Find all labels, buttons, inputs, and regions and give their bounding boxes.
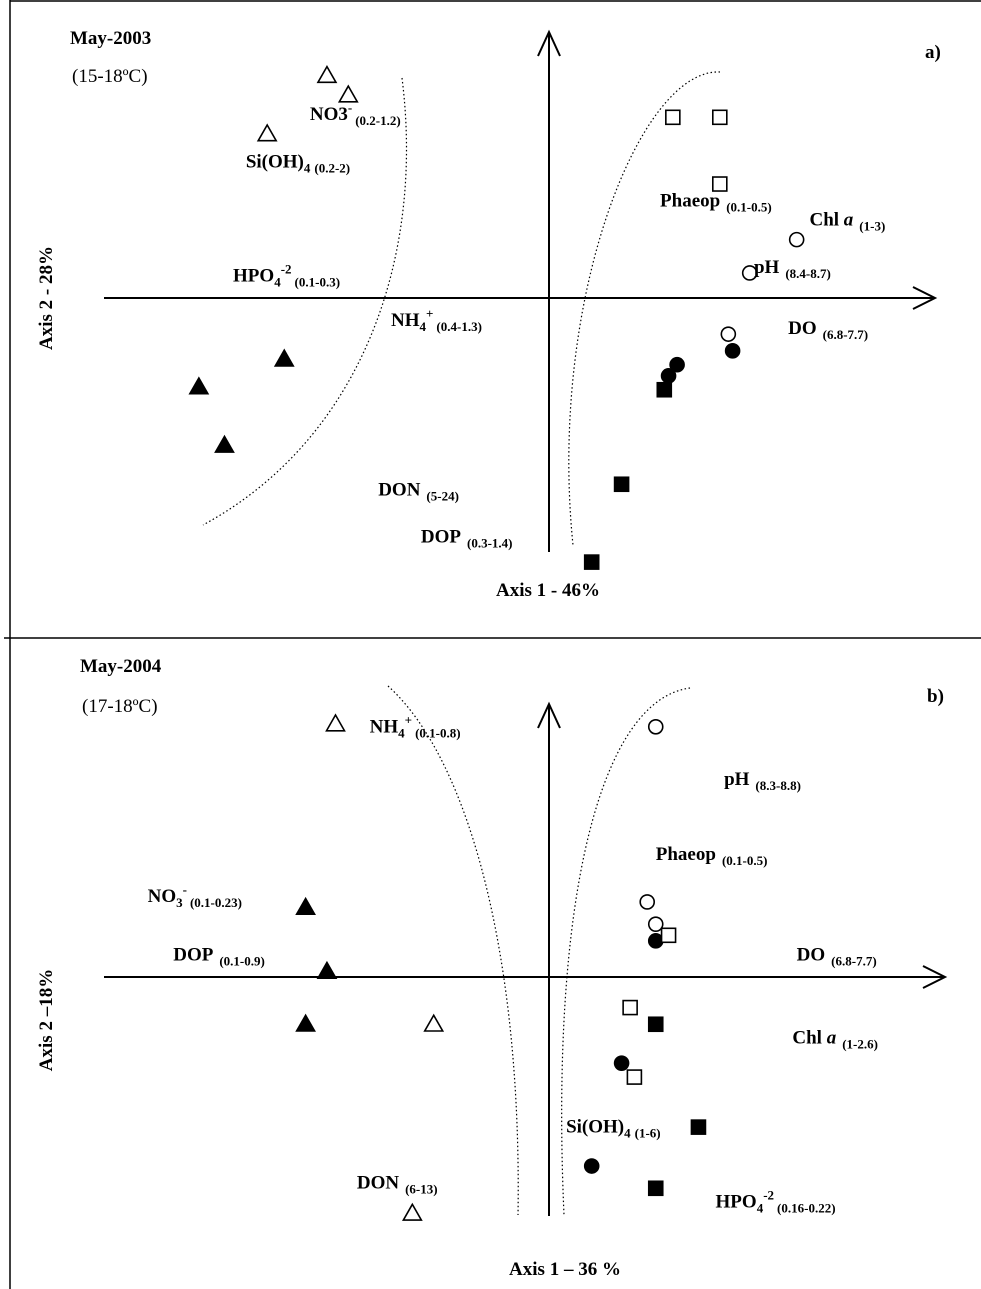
circle-filled-marker-16 <box>669 356 685 373</box>
circle-filled-marker-17 <box>660 368 677 384</box>
circle-open-marker-8 <box>639 894 656 910</box>
square-filled-marker-10 <box>656 381 673 398</box>
square-filled-marker-11 <box>613 476 630 493</box>
variable-label-2: NO3-(0.1-0.23) <box>148 882 242 910</box>
variable-label-8: Chl a (1-2.6) <box>792 1028 878 1052</box>
square-open-marker-8 <box>711 109 728 126</box>
square-filled-marker-12 <box>583 554 600 570</box>
circle-open-marker-13 <box>788 231 805 248</box>
group-boundary-curve-1 <box>202 77 408 526</box>
circle-filled-marker-10 <box>647 933 664 949</box>
variable-label-8: Chl a (1-3) <box>809 210 885 234</box>
circle-open-marker-7 <box>647 718 664 735</box>
x-axis-arrowhead <box>922 965 948 989</box>
panel-subtitle: (17-18ºC) <box>82 696 158 717</box>
panel-b: May-2004 (17-18ºC) b) Axis 1 – 36 % Axis 2 –… <box>36 656 948 1280</box>
group-boundary-curve-2 <box>561 687 691 1216</box>
variable-label-4: NH4+(0.4-1.3) <box>391 306 482 334</box>
variable-label-9: Si(OH)4 (1-6) <box>566 1117 661 1141</box>
square-open-marker-14 <box>622 999 638 1016</box>
variable-label-5: DON (5-24) <box>378 479 459 503</box>
panel-title: May-2004 <box>80 656 162 677</box>
variable-label-6: Phaeop (0.1-0.5) <box>656 844 768 868</box>
group-boundary-curve-1 <box>387 685 519 1216</box>
variable-label-10: DO (6.8-7.7) <box>788 318 868 342</box>
triangle-open-marker-2 <box>337 84 359 103</box>
circle-filled-marker-18 <box>724 343 741 359</box>
triangle-open-marker-3 <box>401 1202 423 1221</box>
variable-label-9: pH (8.4-8.7) <box>754 257 831 281</box>
triangle-filled-marker-4 <box>273 348 295 367</box>
x-axis-arrowhead <box>912 286 938 310</box>
variable-label-7: Phaeop (0.1-0.5) <box>660 190 772 214</box>
variable-label-7: DO (6.8-7.7) <box>797 944 877 968</box>
variable-label-5: pH (8.3-8.8) <box>724 769 801 793</box>
triangle-open-marker-1 <box>325 713 346 732</box>
square-filled-marker-18 <box>647 1180 664 1197</box>
panel-title: May-2003 <box>70 28 151 49</box>
square-open-marker-15 <box>626 1069 643 1085</box>
panel-a: May-2003 (15-18ºC) a) Axis 1 - 46% Axis 2 - … <box>36 28 941 601</box>
triangle-filled-marker-6 <box>295 1013 316 1032</box>
triangle-open-marker-1 <box>316 64 338 84</box>
circle-open-marker-15 <box>720 326 737 342</box>
variable-label-3: HPO4-2(0.1-0.3) <box>233 261 340 289</box>
circle-open-marker-14 <box>741 265 758 281</box>
circle-filled-marker-12 <box>583 1158 600 1174</box>
variable-label-10: HPO4-2(0.16-0.22) <box>716 1188 836 1216</box>
y-axis-arrowhead <box>537 29 561 57</box>
panel-subtitle: (15-18ºC) <box>72 66 148 87</box>
triangle-filled-marker-5 <box>188 376 210 395</box>
triangle-filled-marker-4 <box>295 896 316 916</box>
square-open-marker-9 <box>711 176 728 192</box>
y-axis-label: Axis 2 –18% <box>36 969 57 1071</box>
variable-label-1: NO3-(0.2-1.2) <box>310 100 401 128</box>
triangle-filled-marker-6 <box>214 434 235 453</box>
variable-label-2: Si(OH)4 (0.2-2) <box>246 151 350 175</box>
x-axis-label: Axis 1 - 46% <box>496 580 600 601</box>
panel-tag: a) <box>925 42 941 63</box>
square-open-marker-7 <box>665 109 681 126</box>
y-axis-label: Axis 2 - 28% <box>36 246 57 350</box>
variable-label-3: DOP (0.1-0.9) <box>173 944 265 968</box>
square-filled-marker-16 <box>647 1016 664 1033</box>
y-axis-arrowhead <box>537 701 561 729</box>
variable-label-1: NH4+(0.1-0.8) <box>370 712 461 740</box>
x-axis-label: Axis 1 – 36 % <box>509 1259 621 1280</box>
triangle-open-marker-3 <box>256 123 278 142</box>
square-open-marker-13 <box>660 927 677 944</box>
variable-label-6: DOP (0.3-1.4) <box>421 527 513 551</box>
circle-open-marker-9 <box>647 916 664 932</box>
triangle-open-marker-2 <box>423 1013 445 1032</box>
group-boundary-curve-2 <box>568 71 721 546</box>
square-filled-marker-17 <box>690 1119 707 1135</box>
variable-label-4: DON (6-13) <box>357 1172 438 1196</box>
circle-filled-marker-11 <box>613 1055 630 1071</box>
panel-tag: b) <box>927 686 944 707</box>
triangle-filled-marker-5 <box>316 960 338 979</box>
